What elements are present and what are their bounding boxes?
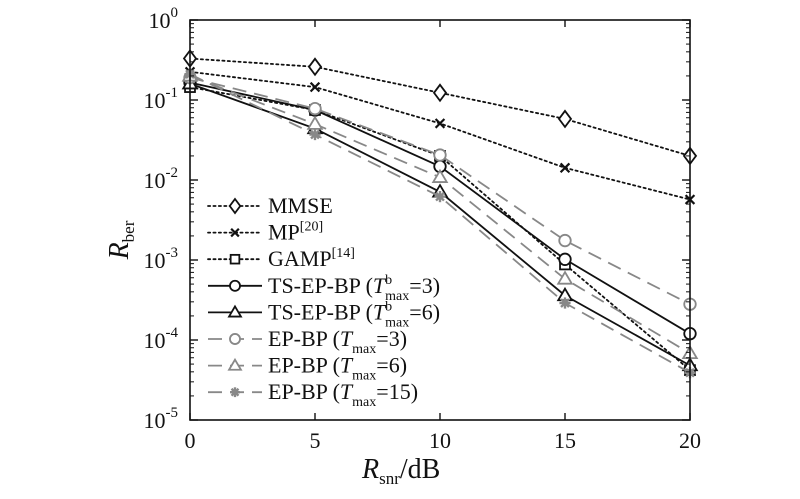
data-point bbox=[307, 57, 323, 77]
data-point bbox=[559, 297, 571, 309]
legend-entry: EP-BP (Tmax=3) bbox=[208, 326, 407, 357]
legend-label: EP-BP (Tmax=3) bbox=[268, 326, 407, 357]
series-8 bbox=[184, 68, 696, 379]
data-point bbox=[230, 387, 240, 398]
legend-entry: TS-EP-BP (Tb max=6) bbox=[208, 299, 440, 330]
axes-layer bbox=[189, 19, 691, 421]
data-point bbox=[431, 168, 449, 183]
series-layer bbox=[181, 49, 699, 379]
x-tick-label: 15 bbox=[554, 428, 576, 453]
data-point bbox=[309, 81, 321, 93]
data-point bbox=[229, 253, 241, 265]
y-tick-label: 100 bbox=[149, 5, 179, 33]
series-5 bbox=[181, 75, 699, 372]
data-point bbox=[556, 270, 574, 285]
series-2 bbox=[184, 66, 696, 205]
data-point bbox=[308, 101, 322, 116]
legend-entry: TS-EP-BP (Tb max=3) bbox=[208, 273, 440, 304]
data-point bbox=[559, 162, 571, 173]
data-point bbox=[557, 109, 573, 129]
x-axis-title: Rsnr/dB bbox=[361, 454, 440, 488]
y-axis-title: Rber bbox=[104, 220, 138, 260]
y-tick-label: 10-3 bbox=[144, 245, 179, 273]
data-point bbox=[434, 191, 446, 203]
legend-label: TS-EP-BP (Tb max=6) bbox=[268, 299, 440, 330]
data-point bbox=[558, 233, 572, 248]
series-line bbox=[189, 57, 691, 157]
legend-entry: EP-BP (Tmax=6) bbox=[208, 353, 407, 384]
legend-entry: MMSE bbox=[207, 193, 333, 218]
data-point bbox=[434, 118, 446, 129]
data-point bbox=[306, 115, 324, 130]
data-point bbox=[558, 252, 572, 266]
data-point bbox=[229, 333, 241, 345]
legend-label: MMSE bbox=[268, 193, 333, 218]
legend-label: GAMP[14] bbox=[268, 246, 355, 271]
series-line bbox=[189, 73, 691, 374]
ticks-layer: 0 5 10 15 20 100 10-1 10-2 10-3 10-4 10-5 bbox=[144, 5, 702, 453]
y-tick-label: 10-5 bbox=[144, 405, 179, 433]
x-tick-label: 0 bbox=[185, 428, 196, 453]
axes-frame bbox=[189, 19, 691, 421]
legend-label: TS-EP-BP (Tb max=3) bbox=[268, 273, 440, 304]
series-1 bbox=[182, 49, 698, 166]
legend-label: MP[20] bbox=[268, 220, 323, 245]
series-line bbox=[189, 86, 691, 372]
data-point bbox=[432, 83, 448, 103]
x-tick-label: 5 bbox=[310, 428, 321, 453]
y-tick-label: 10-2 bbox=[144, 165, 179, 193]
y-tick-label: 10-1 bbox=[144, 85, 179, 113]
data-point bbox=[227, 304, 243, 318]
y-tick-label: 10-4 bbox=[144, 325, 179, 353]
data-point bbox=[309, 128, 321, 141]
data-point bbox=[227, 357, 243, 371]
legend-entry: MP[20] bbox=[207, 220, 323, 245]
series-3 bbox=[184, 81, 696, 377]
x-tick-label: 20 bbox=[679, 428, 701, 453]
data-point bbox=[230, 227, 240, 238]
legend-label: EP-BP (Tmax=6) bbox=[268, 353, 407, 384]
data-point bbox=[228, 197, 242, 215]
x-tick-label: 10 bbox=[429, 428, 451, 453]
legend-entry: EP-BP (Tmax=15) bbox=[208, 379, 418, 410]
data-point bbox=[433, 148, 447, 162]
legend-label: EP-BP (Tmax=15) bbox=[268, 379, 418, 410]
data-point bbox=[229, 279, 241, 292]
legend-entry: GAMP[14] bbox=[207, 246, 355, 271]
